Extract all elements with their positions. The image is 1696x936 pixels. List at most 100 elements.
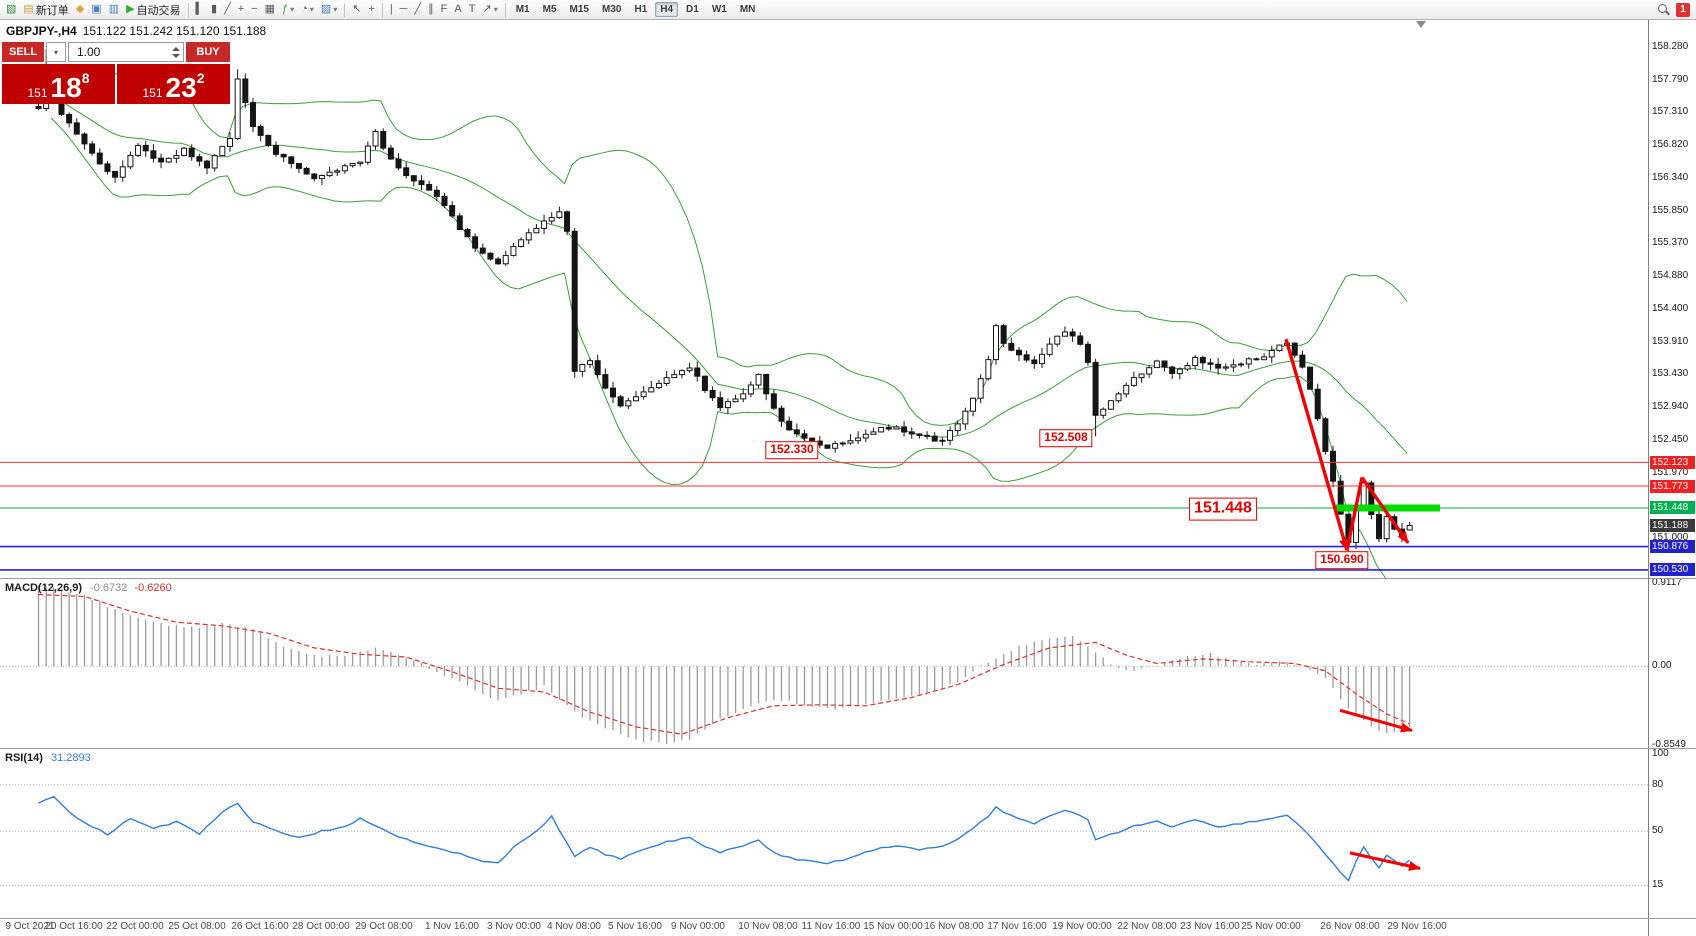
trend-arrow[interactable] <box>1360 476 1410 544</box>
macd-axis[interactable]: 0.9117 0.00 -0.8549 <box>1648 579 1696 748</box>
text-button[interactable]: A <box>451 1 464 18</box>
templates-menu-button[interactable]: ▨ ▾ <box>318 1 340 18</box>
time-labels: 9 Oct 2021 20 Oct 16:00 22 Oct 00:00 25 Oct… <box>0 919 1648 936</box>
chart-ohlc-header: GBPJPY-,H4 151.122 151.242 151.120 151.18… <box>6 24 266 38</box>
periods-menu-button[interactable]: ◔ ▾ <box>298 1 317 18</box>
axis-label: -0.8549 <box>1652 739 1686 748</box>
timeframe-w1[interactable]: W1 <box>711 4 727 15</box>
auto-trading-button[interactable]: ▶ 自动交易 <box>123 1 183 18</box>
trend-arrow[interactable] <box>1339 708 1413 733</box>
tile-windows-button[interactable]: ▦ <box>262 1 278 18</box>
crosshair-button[interactable]: + <box>365 1 377 18</box>
chevron-down-icon: ▾ <box>309 5 314 14</box>
profiles-icon: ▣ <box>91 3 102 15</box>
toolbar-standard-group: ▧ ▤ 新订单 ◆ ▣ ▥ ▶ 自动交易 <box>3 1 184 18</box>
buy-button[interactable]: BUY <box>186 42 230 62</box>
toolbar-charts-group: ▍ ▮ ╱ + − ▦ ƒ ▾ ◔ ▾ ▨ ▾ <box>193 1 341 18</box>
time-axis-label: 16 Nov 08:00 <box>924 921 984 932</box>
axis-label: 155.850 <box>1652 205 1689 216</box>
timeframe-d1[interactable]: D1 <box>686 4 699 15</box>
rsi-value: 31.2893 <box>50 752 91 764</box>
zoom-out-button[interactable]: − <box>248 1 260 18</box>
data-window-icon: ▥ <box>108 3 120 15</box>
timeframe-m15[interactable]: M15 <box>569 4 589 15</box>
auto-trading-icon: ▶ <box>126 3 135 15</box>
rsi-axis[interactable]: 100 80 50 15 <box>1648 749 1696 918</box>
rsi-chart-canvas[interactable] <box>0 749 1648 918</box>
price-annotation[interactable]: 152.330 <box>765 441 819 459</box>
zoom-in-button[interactable]: + <box>235 1 247 18</box>
tile-windows-icon: ▦ <box>264 3 275 15</box>
new-order-button[interactable]: ▤ 新订单 <box>20 1 71 18</box>
trendline-button[interactable]: ╱ <box>412 1 425 18</box>
text-label-button[interactable]: T <box>466 1 479 18</box>
price-annotation[interactable]: 151.448 <box>1189 497 1257 521</box>
ohlc-values: 151.122 151.242 151.120 151.188 <box>82 24 267 38</box>
ask-big-digits: 23 <box>165 72 197 104</box>
equidistant-channel-button[interactable]: ∥ <box>425 1 437 18</box>
bar-chart-button[interactable]: ▍ <box>193 1 207 18</box>
axis-label: 151.970 <box>1652 467 1689 478</box>
axis-label: 152.940 <box>1652 401 1689 412</box>
price-badge: 151.448 <box>1650 501 1695 514</box>
macd-label: MACD(12,26,9) -0.6732 -0.6260 <box>5 582 172 594</box>
profiles-button[interactable]: ▣ <box>88 1 104 18</box>
crosshair-icon: + <box>368 3 375 15</box>
arrows-menu-icon: ↗ <box>482 3 492 15</box>
timeframe-h4[interactable]: H4 <box>655 2 679 17</box>
new-order-icon: ▤ <box>23 3 34 15</box>
zoom-out-icon: − <box>251 3 258 15</box>
line-chart-button[interactable]: ╱ <box>221 1 234 18</box>
axis-label: 151.000 <box>1652 532 1689 543</box>
new-chart-button[interactable]: ▧ <box>3 1 19 18</box>
data-window-button[interactable]: ▥ <box>106 1 122 18</box>
time-axis-label: 28 Oct 00:00 <box>292 921 350 932</box>
bid-price-button[interactable]: 151 18 8 <box>2 64 115 104</box>
timeframe-h1[interactable]: H1 <box>634 4 648 15</box>
price-annotation[interactable]: 152.508 <box>1039 429 1093 447</box>
notification-badge[interactable]: 1 <box>1676 2 1690 17</box>
price-chart-pane: GBPJPY-,H4 151.122 151.242 151.120 151.18… <box>0 20 1696 578</box>
timeframe-m5[interactable]: M5 <box>542 4 557 15</box>
fibonacci-button[interactable]: F <box>438 1 451 18</box>
price-annotation[interactable]: 150.690 <box>1315 551 1369 569</box>
trend-arrow[interactable] <box>1349 851 1421 871</box>
trend-arrow[interactable] <box>1284 338 1349 552</box>
price-axis[interactable]: 158.280 157.790 157.310 156.820 156.340 155.8… <box>1648 20 1696 578</box>
sell-button[interactable]: SELL <box>2 42 44 62</box>
volume-up-button[interactable] <box>172 46 180 51</box>
time-axis-label: 20 Oct 16:00 <box>45 921 103 932</box>
toolbar-line-studies-group: | ─ ╱ ∥ F A T ↗ ▾ <box>387 1 501 18</box>
indicators-menu-button[interactable]: ƒ ▾ <box>279 1 297 18</box>
trend-arrow[interactable] <box>1345 477 1364 551</box>
new-chart-icon: ▧ <box>6 3 17 15</box>
macd-chart-canvas[interactable] <box>0 579 1648 748</box>
candlestick-chart-button[interactable]: ▮ <box>208 1 220 18</box>
timeframe-mn[interactable]: MN <box>739 4 756 15</box>
chart-templates-button[interactable]: ◆ <box>73 1 87 18</box>
toolbar-right-group: 1 <box>1657 2 1693 17</box>
volume-input[interactable]: 1.00 <box>68 42 184 62</box>
time-axis-label: 3 Nov 00:00 <box>487 921 541 932</box>
axis-corner <box>1648 919 1696 936</box>
time-axis-label: 29 Nov 16:00 <box>1387 921 1447 932</box>
cursor-button[interactable]: ↖ <box>349 1 364 18</box>
order-type-dropdown[interactable]: ▾ <box>46 42 66 62</box>
time-axis[interactable]: 9 Oct 2021 20 Oct 16:00 22 Oct 00:00 25 Oct… <box>0 918 1696 936</box>
time-axis-label: 17 Nov 16:00 <box>987 921 1047 932</box>
support-zone-highlight[interactable] <box>1336 504 1440 512</box>
periods-menu-icon: ◔ <box>301 3 308 15</box>
main-chart-canvas[interactable] <box>0 20 1648 578</box>
vertical-line-button[interactable]: | <box>387 1 396 18</box>
timeframe-m1[interactable]: M1 <box>515 4 530 15</box>
axis-label: 80 <box>1652 779 1664 790</box>
chart-shift-marker[interactable] <box>1416 21 1426 28</box>
search-icon[interactable] <box>1657 3 1670 16</box>
time-axis-label: 4 Nov 08:00 <box>547 921 601 932</box>
horizontal-line-button[interactable]: ─ <box>397 1 411 18</box>
timeframe-m30[interactable]: M30 <box>601 4 622 15</box>
arrows-menu-button[interactable]: ↗ ▾ <box>479 1 500 18</box>
rsi-label: RSI(14) 31.2893 <box>5 752 91 764</box>
volume-down-button[interactable] <box>172 53 180 58</box>
ask-price-button[interactable]: 151 23 2 <box>117 64 230 104</box>
